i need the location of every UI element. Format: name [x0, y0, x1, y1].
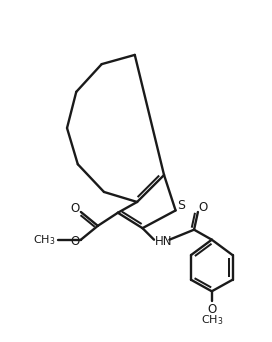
Text: O: O: [198, 201, 207, 214]
Text: HN: HN: [155, 235, 173, 248]
Text: CH$_3$: CH$_3$: [33, 233, 55, 247]
Text: S: S: [177, 199, 185, 212]
Text: O: O: [71, 202, 80, 215]
Text: CH$_3$: CH$_3$: [200, 313, 223, 327]
Text: O: O: [71, 235, 80, 248]
Text: O: O: [207, 303, 217, 316]
